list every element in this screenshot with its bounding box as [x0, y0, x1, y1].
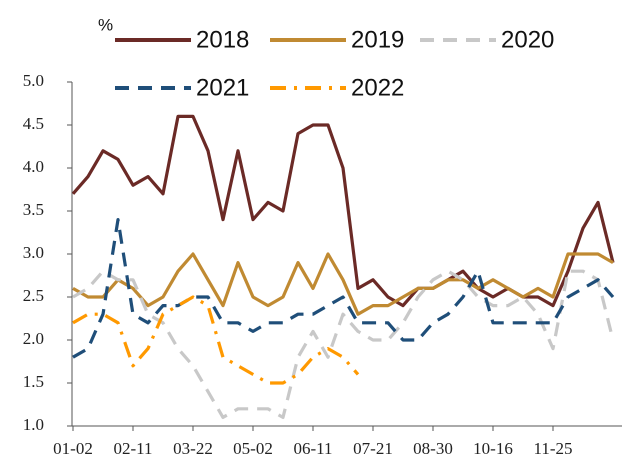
- y-tick-label: 2.5: [23, 286, 44, 305]
- x-tick-label: 03-22: [173, 439, 213, 458]
- x-tick-label: 01-02: [53, 439, 93, 458]
- y-tick-label: 5.0: [23, 71, 44, 90]
- x-tick-label: 10-16: [473, 439, 513, 458]
- x-tick-label: 08-30: [413, 439, 453, 458]
- legend-label: 2020: [501, 26, 554, 53]
- x-tick-label: 11-25: [533, 439, 572, 458]
- y-tick-label: 4.0: [23, 157, 44, 176]
- legend-label: 2022: [351, 74, 404, 101]
- legend-label: 2019: [351, 26, 404, 53]
- line-series: [72, 269, 615, 419]
- y-tick-label: 2.0: [23, 329, 44, 348]
- legend-label: 2018: [196, 26, 249, 53]
- y-tick-label: 3.0: [23, 243, 44, 262]
- x-tick-label: 07-21: [353, 439, 393, 458]
- y-tick-label: 1.5: [23, 372, 44, 391]
- y-tick-label: 1.0: [23, 415, 44, 434]
- y-tick-label: 3.5: [23, 200, 44, 219]
- x-tick-label: 06-11: [293, 439, 332, 458]
- line-series: [72, 295, 360, 385]
- x-tick-label: 05-02: [233, 439, 273, 458]
- legend-label: 2021: [196, 74, 249, 101]
- line-series: [72, 218, 615, 359]
- y-tick-label: 4.5: [23, 114, 44, 133]
- x-tick-label: 02-11: [113, 439, 152, 458]
- y-axis-label: %: [98, 15, 113, 34]
- line-series: [72, 252, 614, 316]
